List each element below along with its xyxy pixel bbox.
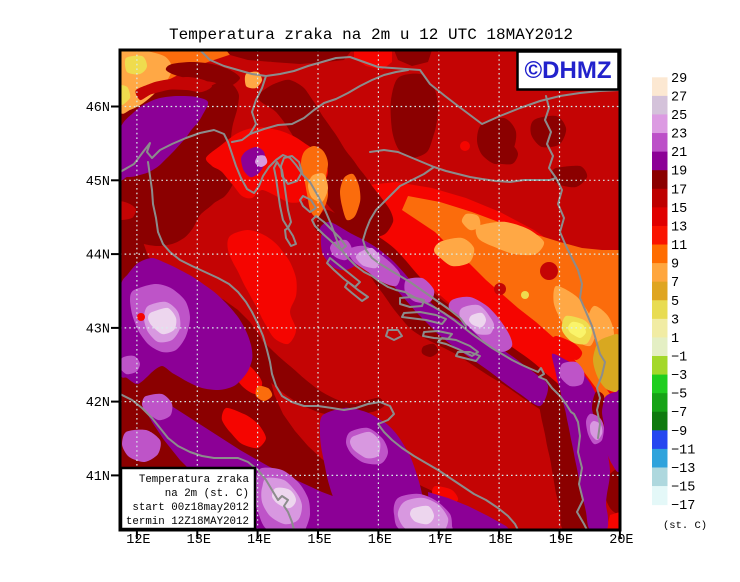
svg-text:11: 11 (671, 239, 687, 254)
svg-text:5: 5 (671, 295, 679, 310)
svg-text:14E: 14E (247, 533, 271, 548)
svg-text:43N: 43N (86, 322, 110, 337)
svg-text:start 00z18may2012: start 00z18may2012 (132, 502, 249, 514)
svg-text:21: 21 (671, 146, 687, 161)
svg-text:termin 12Z18MAY2012: termin 12Z18MAY2012 (126, 516, 249, 528)
svg-text:7: 7 (671, 276, 679, 291)
svg-text:Temperatura zraka na 2m u 12 U: Temperatura zraka na 2m u 12 UTC 18MAY20… (169, 26, 573, 44)
svg-text:20E: 20E (609, 533, 633, 548)
svg-text:17E: 17E (428, 533, 452, 548)
svg-text:17: 17 (671, 183, 687, 198)
svg-text:−9: −9 (671, 425, 687, 440)
svg-text:16E: 16E (368, 533, 392, 548)
svg-text:13: 13 (671, 220, 687, 235)
svg-text:29: 29 (671, 72, 687, 87)
svg-text:−13: −13 (671, 462, 695, 477)
svg-text:15: 15 (671, 202, 687, 217)
svg-text:15E: 15E (307, 533, 331, 548)
svg-text:Temperatura zraka: Temperatura zraka (139, 474, 250, 486)
svg-text:−7: −7 (671, 406, 687, 421)
svg-text:−5: −5 (671, 388, 687, 403)
svg-text:−1: −1 (671, 351, 687, 366)
svg-text:−11: −11 (671, 443, 695, 458)
svg-text:−3: −3 (671, 369, 687, 384)
svg-text:25: 25 (671, 109, 687, 124)
svg-text:1: 1 (671, 332, 679, 347)
svg-text:19: 19 (671, 165, 687, 180)
svg-text:(st. C): (st. C) (663, 520, 707, 532)
svg-text:−17: −17 (671, 499, 695, 514)
svg-text:46N: 46N (86, 101, 110, 116)
svg-text:23: 23 (671, 128, 687, 143)
svg-text:45N: 45N (86, 175, 110, 190)
svg-text:42N: 42N (86, 396, 110, 411)
svg-text:3: 3 (671, 313, 679, 328)
svg-text:9: 9 (671, 258, 679, 273)
svg-text:12E: 12E (126, 533, 150, 548)
svg-text:27: 27 (671, 90, 687, 105)
svg-text:41N: 41N (86, 470, 110, 485)
svg-text:©DHMZ: ©DHMZ (525, 57, 612, 84)
svg-text:44N: 44N (86, 249, 110, 264)
svg-text:13E: 13E (187, 533, 211, 548)
svg-text:19E: 19E (549, 533, 573, 548)
svg-text:18E: 18E (488, 533, 512, 548)
svg-text:na 2m (st. C): na 2m (st. C) (165, 488, 249, 500)
svg-text:−15: −15 (671, 481, 695, 496)
